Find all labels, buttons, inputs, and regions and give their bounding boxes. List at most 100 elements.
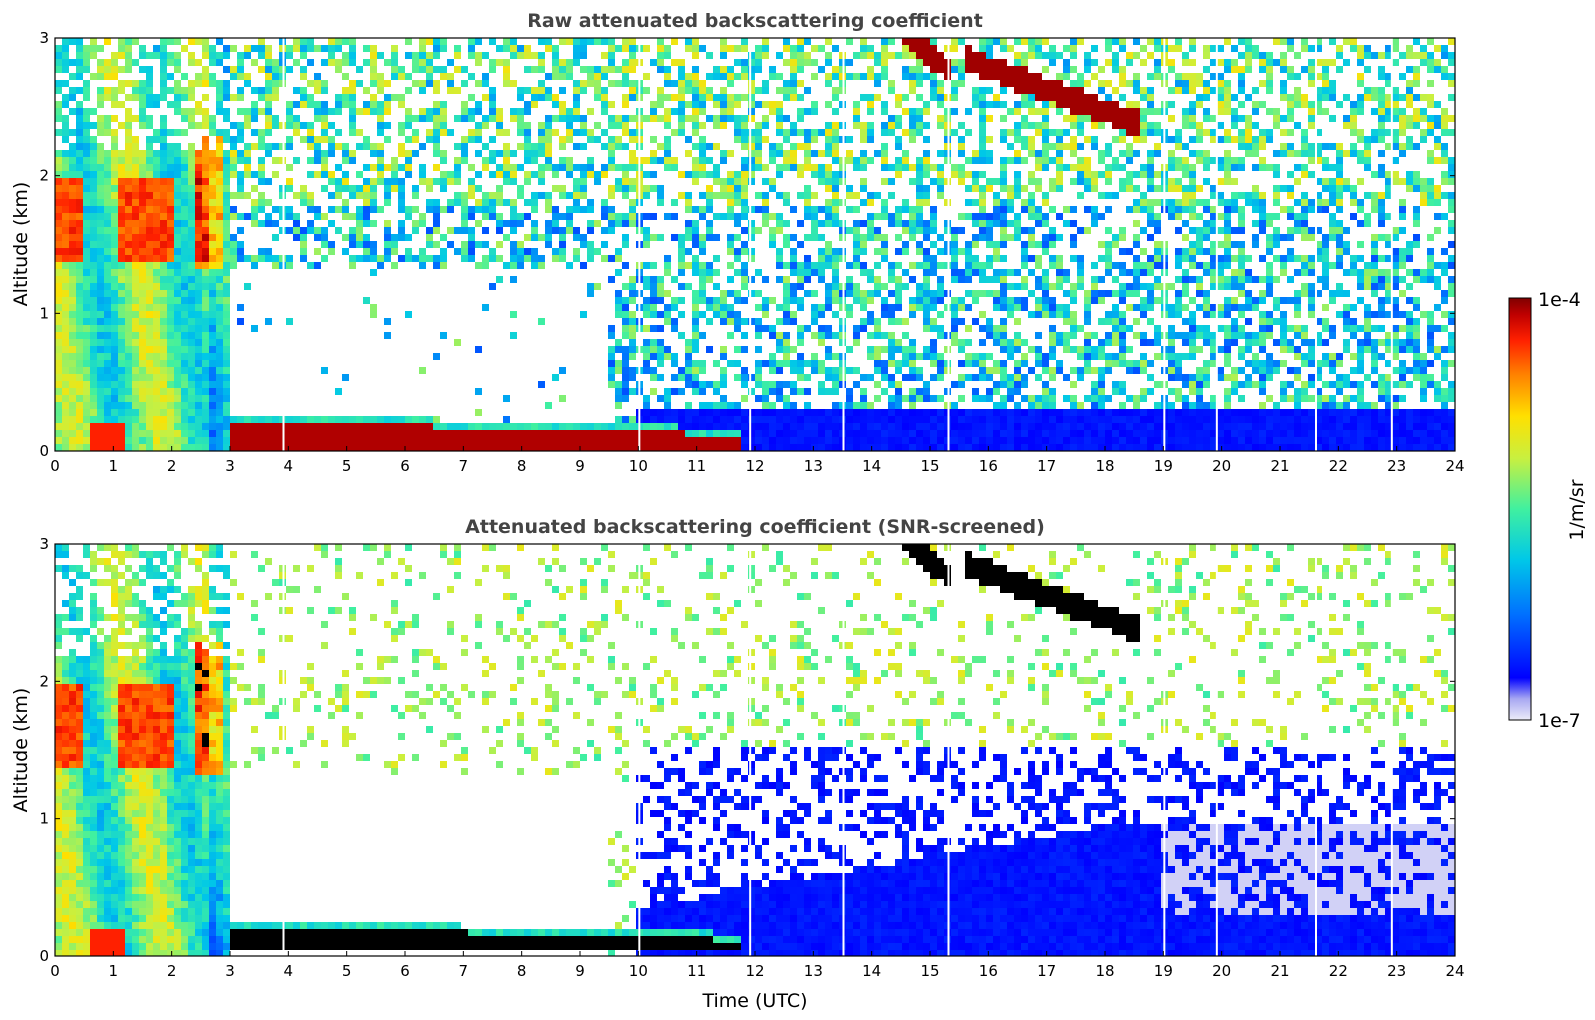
heatmap-cell: [209, 171, 216, 178]
heatmap-cell: [223, 150, 230, 157]
heatmap-cell: [1007, 353, 1014, 360]
heatmap-cell: [678, 101, 685, 108]
heatmap-cell: [307, 416, 314, 423]
heatmap-cell: [370, 423, 377, 430]
heatmap-cell: [209, 227, 216, 234]
heatmap-cell: [643, 409, 650, 416]
heatmap-cell: [867, 332, 874, 339]
heatmap-cell: [580, 45, 587, 52]
heatmap-cell: [685, 262, 692, 269]
heatmap-cell: [790, 164, 797, 171]
heatmap-cell: [153, 94, 160, 101]
heatmap-cell: [1056, 157, 1063, 164]
heatmap-cell: [573, 115, 580, 122]
heatmap-cell: [846, 192, 853, 199]
heatmap-cell: [678, 423, 685, 430]
heatmap-cell: [265, 52, 272, 59]
heatmap-cell: [118, 374, 125, 381]
heatmap-cell: [538, 444, 545, 451]
heatmap-cell: [307, 129, 314, 136]
heatmap-cell: [244, 283, 251, 290]
heatmap-cell: [685, 87, 692, 94]
heatmap-cell: [692, 360, 699, 367]
heatmap-cell: [307, 157, 314, 164]
heatmap-cell: [160, 283, 167, 290]
heatmap-cell: [713, 402, 720, 409]
heatmap-cell: [776, 171, 783, 178]
heatmap-cell: [965, 276, 972, 283]
heatmap-cell: [251, 255, 258, 262]
heatmap-cell: [111, 269, 118, 276]
heatmap-cell: [139, 430, 146, 437]
heatmap-cell: [608, 192, 615, 199]
heatmap-cell: [734, 199, 741, 206]
heatmap-cell: [97, 206, 104, 213]
heatmap-cell: [307, 192, 314, 199]
heatmap-cell: [748, 171, 755, 178]
heatmap-cell: [83, 311, 90, 318]
heatmap-cell: [874, 52, 881, 59]
heatmap-cell: [69, 185, 76, 192]
heatmap-cell: [776, 360, 783, 367]
heatmap-cell: [188, 108, 195, 115]
heatmap-cell: [153, 332, 160, 339]
heatmap-cell: [685, 227, 692, 234]
heatmap-cell: [90, 227, 97, 234]
heatmap-cell: [629, 157, 636, 164]
heatmap-cell: [55, 381, 62, 388]
heatmap-cell: [748, 276, 755, 283]
heatmap-cell: [741, 437, 748, 444]
heatmap-cell: [139, 241, 146, 248]
heatmap-cell: [146, 262, 153, 269]
heatmap-cell: [419, 80, 426, 87]
heatmap-cell: [398, 255, 405, 262]
heatmap-cell: [1077, 157, 1084, 164]
heatmap-cell: [671, 129, 678, 136]
heatmap-cell: [356, 430, 363, 437]
heatmap-cell: [706, 297, 713, 304]
heatmap-cell: [1035, 332, 1042, 339]
heatmap-cell: [1000, 416, 1007, 423]
heatmap-cell: [524, 444, 531, 451]
heatmap-cell: [125, 157, 132, 164]
heatmap-cell: [979, 66, 986, 73]
heatmap-cell: [867, 122, 874, 129]
heatmap-cell: [349, 38, 356, 45]
heatmap-cell: [195, 374, 202, 381]
heatmap-cell: [496, 192, 503, 199]
heatmap-cell: [594, 423, 601, 430]
heatmap-cell: [384, 248, 391, 255]
heatmap-cell: [69, 129, 76, 136]
heatmap-cell: [727, 437, 734, 444]
heatmap-cell: [1014, 87, 1021, 94]
heatmap-cell: [986, 437, 993, 444]
heatmap-cell: [363, 255, 370, 262]
heatmap-cell: [363, 444, 370, 451]
heatmap-cell: [321, 444, 328, 451]
heatmap-cell: [475, 423, 482, 430]
heatmap-cell: [510, 311, 517, 318]
heatmap-cell: [993, 255, 1000, 262]
heatmap-cell: [391, 59, 398, 66]
heatmap-cell: [412, 255, 419, 262]
heatmap-cell: [720, 416, 727, 423]
heatmap-cell: [160, 199, 167, 206]
heatmap-cell: [986, 255, 993, 262]
heatmap-cell: [398, 164, 405, 171]
heatmap-cell: [951, 311, 958, 318]
heatmap-cell: [972, 255, 979, 262]
heatmap-cell: [867, 311, 874, 318]
heatmap-cell: [1070, 164, 1077, 171]
heatmap-cell: [118, 311, 125, 318]
heatmap-cell: [1014, 437, 1021, 444]
heatmap-cell: [433, 80, 440, 87]
heatmap-cell: [181, 94, 188, 101]
heatmap-cell: [293, 234, 300, 241]
heatmap-cell: [769, 157, 776, 164]
heatmap-cell: [930, 409, 937, 416]
heatmap-cell: [748, 290, 755, 297]
heatmap-cell: [223, 318, 230, 325]
heatmap-cell: [160, 395, 167, 402]
heatmap-cell: [62, 192, 69, 199]
heatmap-cell: [608, 45, 615, 52]
